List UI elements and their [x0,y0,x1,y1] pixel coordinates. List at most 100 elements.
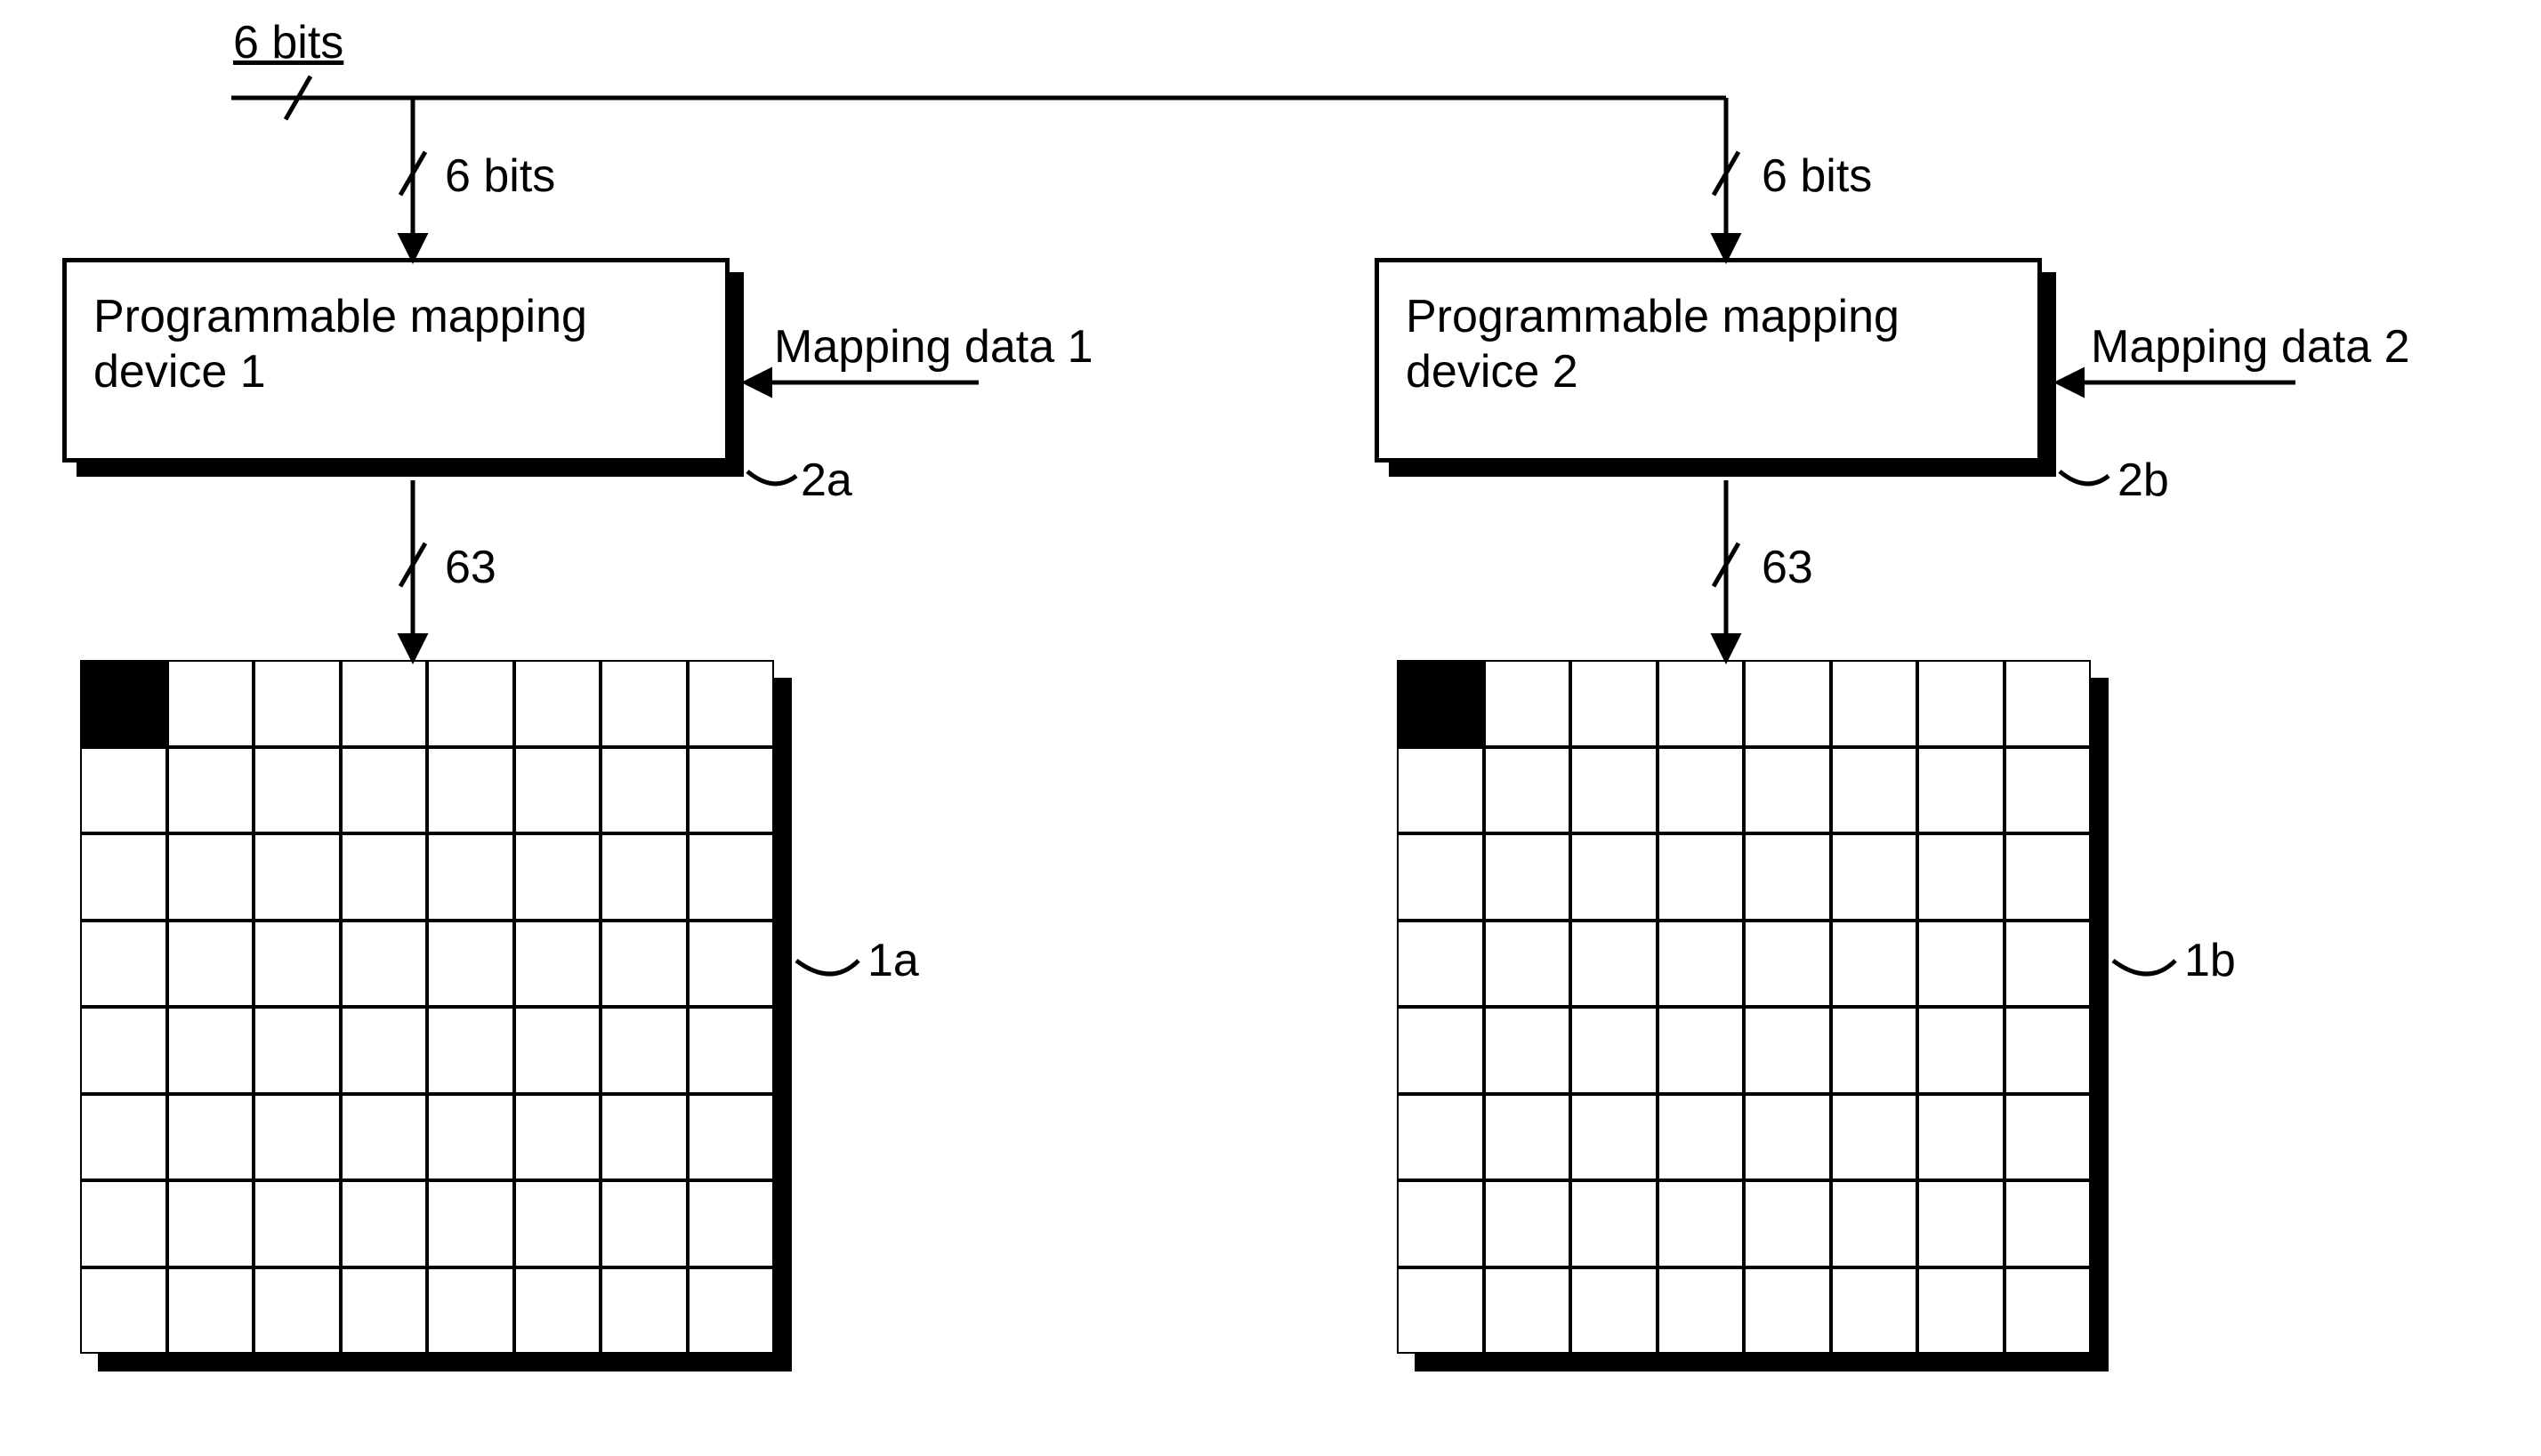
grid-cell [1570,1007,1658,1094]
grid-cell [514,1180,601,1267]
grid-cell [2005,660,2092,747]
grid-cell [688,747,775,834]
grid-cell [1831,1180,1918,1267]
grid-cell [1744,1180,1831,1267]
grid-cell [514,1267,601,1355]
grid-cell [167,921,254,1008]
grid-cell [1831,747,1918,834]
grid-cell [1484,747,1571,834]
grid-cell [254,833,341,921]
grid-cell [601,921,688,1008]
grid-cell [1744,747,1831,834]
grid-cell [341,1267,428,1355]
grid-cell [514,747,601,834]
grid-cell [254,921,341,1008]
grid-cell [2005,1094,2092,1181]
grid-cell [1397,1007,1484,1094]
grid-cell [1570,747,1658,834]
grid-cell [1484,921,1571,1008]
grid-cell [80,1180,167,1267]
grid-cell [1831,660,1918,747]
grid-cell [1744,921,1831,1008]
grid-cell [427,1007,514,1094]
grid-cell [1744,660,1831,747]
grid-cell [254,1007,341,1094]
grid-cell [341,747,428,834]
grid-cell [2005,1180,2092,1267]
grid-cell [167,1007,254,1094]
grid-cell [1917,660,2005,747]
out-bus-label-dev1: 63 [445,541,496,594]
grid-cell [254,660,341,747]
device-ref-dev2: 2b [2118,454,2169,507]
device-title-line1: Programmable mapping [93,289,587,344]
grid-cell [1570,833,1658,921]
grid-cell [2005,1267,2092,1355]
grid-cell [1744,833,1831,921]
grid-cell [1831,833,1918,921]
grid-cell [1658,1267,1745,1355]
device-title-line2: device 2 [1406,344,1900,399]
grid-cell [167,833,254,921]
grid-grid2 [1397,660,2091,1354]
grid-cell [167,660,254,747]
grid-cell [254,1180,341,1267]
grid-cell [688,1007,775,1094]
grid-cell [1831,921,1918,1008]
grid-ref-grid1: 1a [867,934,919,987]
grid-cell [1484,1180,1571,1267]
grid-cell [254,1094,341,1181]
grid-cell [688,660,775,747]
grid-cell [1917,833,2005,921]
grid-cell [1658,833,1745,921]
grid-cell [2005,921,2092,1008]
grid-cell [341,921,428,1008]
device-box-dev2: Programmable mappingdevice 2 [1375,258,2042,463]
grid-cell [1658,1094,1745,1181]
grid-cell [254,1267,341,1355]
diagram-canvas: 6 bits6 bits6 bitsProgrammable mappingde… [0,0,2541,1456]
grid-cell [80,660,167,747]
grid-cell [601,1094,688,1181]
grid-ref-grid2: 1b [2184,934,2236,987]
grid-cell [341,833,428,921]
mapping-data-label-dev2: Mapping data 2 [2091,320,2410,374]
grid-cell [427,1267,514,1355]
grid-cell [1397,1180,1484,1267]
grid-cell [2005,833,2092,921]
grid-cell [514,1094,601,1181]
grid-cell [1917,1094,2005,1181]
grid-cell [1658,1180,1745,1267]
grid-cell [1658,660,1745,747]
grid-cell [1744,1094,1831,1181]
grid-cell [80,1267,167,1355]
grid-cell [1484,1007,1571,1094]
grid-cell [167,747,254,834]
grid-cell [427,833,514,921]
grid-cell [80,747,167,834]
grid-cell [1484,660,1571,747]
out-bus-label-dev2: 63 [1762,541,1813,594]
grid-cell [601,747,688,834]
grid-cell [1570,660,1658,747]
grid-cell [1570,1267,1658,1355]
grid-cell [514,1007,601,1094]
grid-cell [1917,747,2005,834]
grid-cell [341,1007,428,1094]
grid-cell [80,921,167,1008]
grid-cell [601,1007,688,1094]
grid-cell [1397,1094,1484,1181]
grid-cell [1917,921,2005,1008]
grid-grid1 [80,660,774,1354]
grid-cell [1397,921,1484,1008]
grid-cell [1917,1180,2005,1267]
grid-cell [1570,1094,1658,1181]
grid-cell [601,1267,688,1355]
grid-cell [514,921,601,1008]
grid-cell [1484,1267,1571,1355]
device-title-line1: Programmable mapping [1406,289,1900,344]
grid-cell [427,747,514,834]
grid-cell [167,1180,254,1267]
grid-cell [2005,1007,2092,1094]
grid-cell [80,833,167,921]
